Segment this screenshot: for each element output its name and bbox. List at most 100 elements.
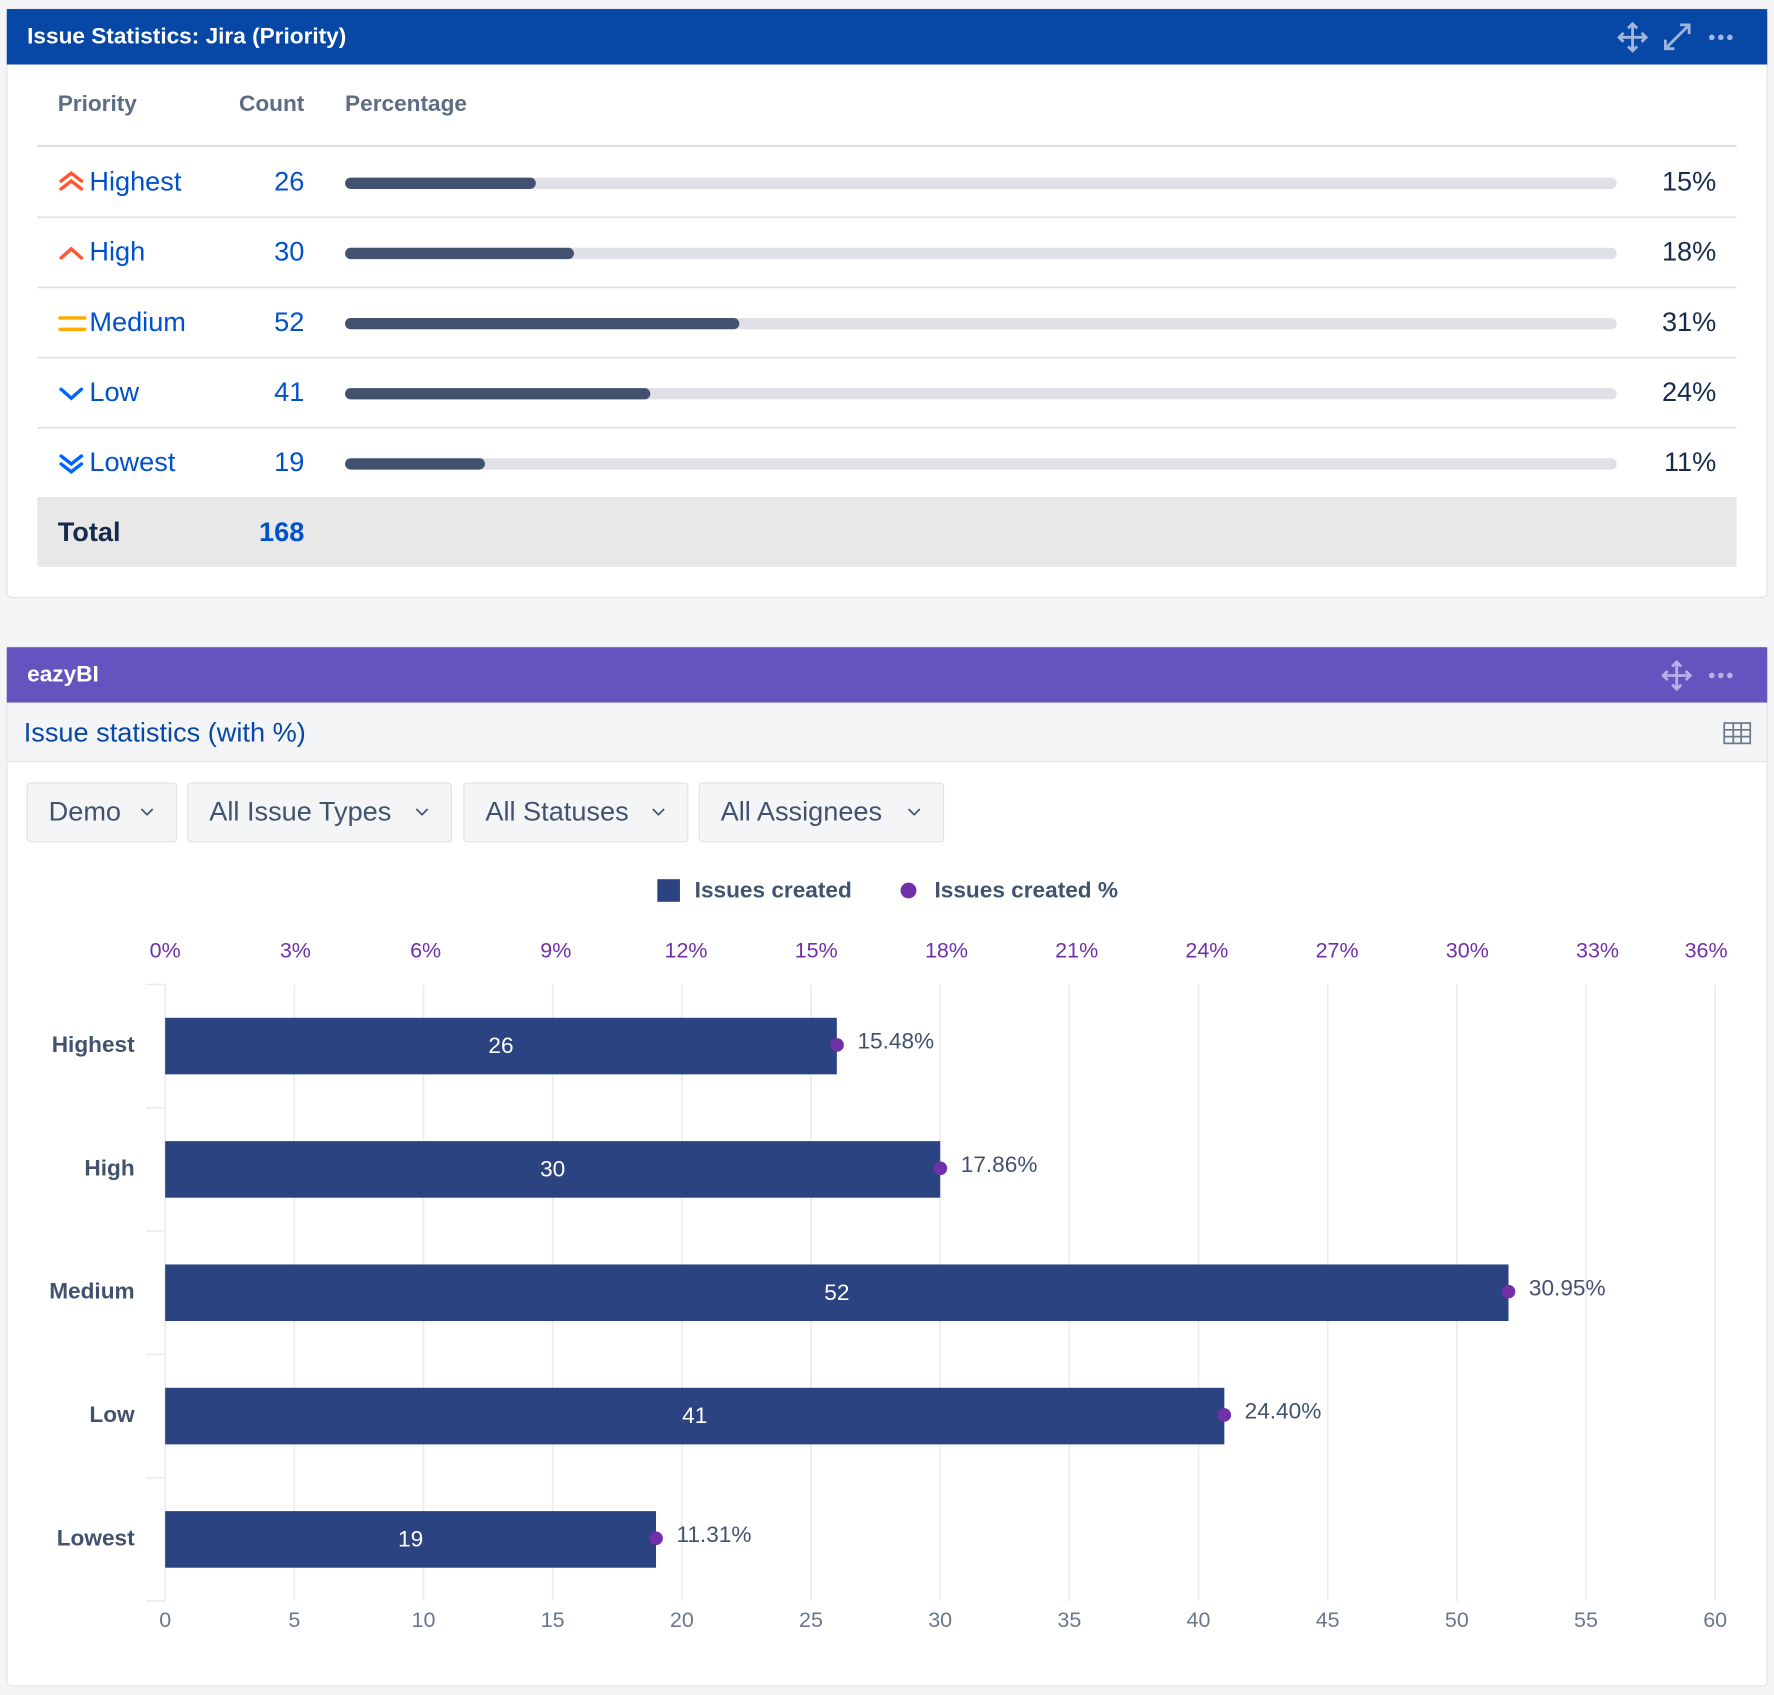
percentage-bar (345, 317, 740, 330)
point (830, 1038, 844, 1052)
total-count: 168 (259, 516, 304, 547)
priority-icon (59, 246, 84, 260)
priority-name[interactable]: High (89, 236, 145, 267)
percentage: 31% (1662, 306, 1716, 337)
percentage: 11% (1664, 446, 1716, 477)
filter-label: All Issue Types (209, 796, 391, 827)
point (933, 1161, 948, 1176)
priority-name[interactable]: Low (89, 376, 139, 407)
x-tick-label: 15 (541, 1608, 565, 1632)
count[interactable]: 52 (274, 306, 304, 337)
legend-marker (657, 879, 680, 902)
panel-header (6, 647, 1768, 703)
chevron (652, 808, 665, 816)
column-header: Priority (58, 91, 138, 116)
column-header: Count (239, 91, 305, 116)
point (1501, 1284, 1516, 1299)
x2-tick-label: 3% (280, 938, 311, 962)
total-label: Total (58, 516, 121, 547)
legend-label[interactable]: Issues created (695, 878, 852, 903)
count[interactable]: 41 (274, 376, 304, 407)
x-tick-label: 50 (1445, 1608, 1469, 1632)
x-tick-label: 55 (1574, 1608, 1598, 1632)
filter-label: All Statuses (485, 796, 628, 827)
bar (165, 1141, 941, 1198)
x2-tick-label: 15% (795, 938, 838, 962)
bar-value-label: 52 (824, 1280, 849, 1305)
percentage: 15% (1662, 165, 1716, 196)
point-value-label: 15.48% (857, 1029, 934, 1054)
priority-name[interactable]: Highest (89, 165, 181, 196)
bar-value-label: 30 (540, 1157, 565, 1182)
y-tick-label: High (84, 1155, 134, 1180)
x-tick-label: 0 (159, 1608, 171, 1632)
x2-tick-label: 0% (150, 938, 181, 962)
filter-label: Demo (49, 796, 121, 827)
column-header: Percentage (345, 91, 467, 116)
priority-icon (58, 316, 87, 331)
priority-name[interactable]: Lowest (89, 446, 175, 477)
priority-icon (59, 454, 84, 474)
x2-tick-label: 18% (925, 938, 968, 962)
percentage-bar (345, 177, 536, 189)
bar (165, 1387, 1225, 1445)
x2-tick-label: 30% (1446, 938, 1489, 962)
bar-track (345, 177, 1617, 189)
filter-label: All Assignees (721, 796, 882, 827)
move-icon[interactable] (1617, 21, 1649, 53)
y-tick-label: Highest (52, 1032, 135, 1057)
bar (165, 1264, 1509, 1322)
bar-track (345, 388, 1617, 400)
x-tick-label: 30 (928, 1608, 952, 1632)
bar-track (345, 247, 1617, 260)
priority-name[interactable]: Medium (89, 306, 186, 337)
y-tick-label: Low (89, 1402, 135, 1427)
more-icon[interactable] (1708, 34, 1733, 41)
bar-value-label: 26 (488, 1033, 513, 1058)
filter-dropdown[interactable] (26, 782, 178, 843)
x-tick-label: 25 (799, 1608, 823, 1632)
count[interactable]: 19 (274, 446, 304, 477)
bar-value-label: 19 (398, 1527, 423, 1552)
count[interactable]: 30 (274, 236, 304, 267)
filter-dropdown[interactable] (698, 782, 945, 843)
move-icon[interactable] (1661, 659, 1693, 692)
percentage: 18% (1662, 236, 1716, 267)
report-bar (7, 702, 1767, 762)
panel-header (6, 9, 1768, 65)
point (649, 1531, 663, 1546)
count[interactable]: 26 (274, 165, 304, 196)
y-tick-label: Lowest (57, 1525, 135, 1550)
expand-icon[interactable] (1663, 23, 1691, 51)
table-icon[interactable] (1723, 722, 1752, 745)
percentage-bar (345, 458, 485, 470)
x2-tick-label: 27% (1316, 938, 1359, 962)
y-tick-label: Medium (49, 1279, 134, 1304)
more-icon[interactable] (1708, 672, 1733, 679)
panel-title: Issue Statistics: Jira (Priority) (27, 23, 346, 48)
priority-icon (59, 170, 84, 191)
filter-dropdown[interactable] (187, 782, 452, 843)
x2-tick-label: 12% (665, 938, 708, 962)
panel-title: eazyBI (27, 661, 99, 686)
point-value-label: 17.86% (961, 1152, 1038, 1177)
x-tick-label: 35 (1057, 1608, 1081, 1632)
x2-tick-label: 6% (410, 938, 441, 962)
filter-dropdown[interactable] (463, 782, 689, 843)
chevron (140, 808, 154, 816)
x2-tick-label: 9% (540, 938, 571, 962)
x2-tick-label: 36% (1685, 938, 1728, 962)
percentage-bar (345, 388, 651, 400)
point-value-label: 30.95% (1529, 1275, 1606, 1300)
legend-marker (900, 882, 917, 899)
x-tick-label: 20 (670, 1608, 694, 1632)
legend-label[interactable]: Issues created % (935, 878, 1118, 903)
x2-tick-label: 33% (1576, 938, 1619, 962)
x2-tick-label: 21% (1055, 938, 1098, 962)
x2-tick-label: 24% (1185, 938, 1228, 962)
bar-value-label: 41 (682, 1403, 707, 1428)
point-value-label: 24.40% (1245, 1399, 1322, 1424)
x-tick-label: 5 (288, 1608, 300, 1632)
